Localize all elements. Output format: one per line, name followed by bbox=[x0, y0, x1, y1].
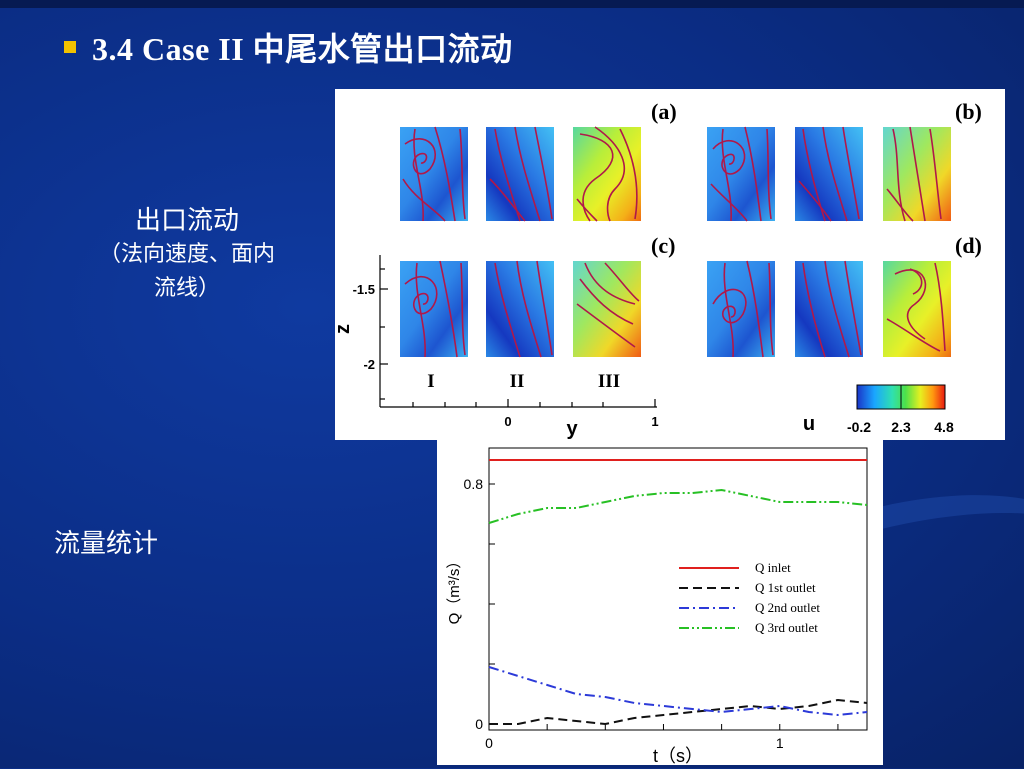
panel-label-a: (a) bbox=[651, 99, 677, 124]
colorbar-tick-3: 4.8 bbox=[934, 419, 954, 435]
flow-rate-chart-svg: 0 0.8 0 1 t（s） Q（m³/s） Q inlet Q 1st outlet Q 2… bbox=[446, 447, 868, 766]
z-axis-label: z bbox=[335, 324, 354, 334]
y-tick-label: 0.8 bbox=[464, 476, 484, 492]
flow-statistics-label: 流量统计 bbox=[54, 529, 159, 559]
section-label-3: III bbox=[598, 371, 620, 392]
x-tick-label: 0 bbox=[485, 735, 493, 751]
contour-figure-svg: (a) (b) (c) (d) bbox=[332, 99, 982, 440]
panel-label-c: (c) bbox=[651, 233, 675, 258]
panel-a bbox=[400, 126, 641, 222]
contour-figure: (a) (b) (c) (d) bbox=[332, 89, 1005, 440]
y-tick-label: 0 bbox=[475, 716, 483, 732]
z-axis bbox=[379, 255, 388, 407]
section-label-2: II bbox=[510, 371, 525, 392]
section-label-1: I bbox=[427, 371, 434, 392]
legend-label-3: Q 2nd outlet bbox=[755, 600, 820, 615]
colorbar-tick-2: 2.3 bbox=[891, 419, 911, 435]
z-tick-2: -2 bbox=[363, 357, 375, 372]
outlet-flow-label: 出口流动 （法向速度、面内 流线） bbox=[52, 204, 322, 306]
chart-series bbox=[488, 459, 868, 726]
panel-b bbox=[707, 126, 951, 222]
x-axis-label: t（s） bbox=[653, 746, 703, 765]
series-line-2 bbox=[489, 698, 868, 726]
flow-rate-chart: 0 0.8 0 1 t（s） Q（m³/s） Q inlet Q 1st outlet Q 2… bbox=[437, 440, 883, 766]
legend-label-1: Q inlet bbox=[755, 560, 791, 575]
y-tick-2: 1 bbox=[651, 414, 658, 429]
colorbar-tick-1: -0.2 bbox=[847, 419, 871, 435]
legend-label-2: Q 1st outlet bbox=[755, 580, 816, 595]
panel-d bbox=[707, 260, 951, 358]
panel-c bbox=[400, 260, 641, 358]
bullet-icon bbox=[64, 41, 76, 53]
top-band bbox=[0, 0, 1024, 8]
plot-frame bbox=[488, 447, 868, 731]
z-tick-1: -1.5 bbox=[353, 282, 375, 297]
y-tick-1: 0 bbox=[504, 414, 511, 429]
legend-label-4: Q 3rd outlet bbox=[755, 620, 818, 635]
panel-label-d: (d) bbox=[955, 233, 982, 258]
slide-title-row: 3.4 Case II 中尾水管出口流动 bbox=[64, 24, 513, 70]
colorbar bbox=[856, 384, 946, 410]
series-line-4 bbox=[488, 488, 868, 524]
y-axis-label: y bbox=[566, 418, 578, 440]
outlet-flow-title: 出口流动 bbox=[134, 206, 239, 236]
x-tick-label: 1 bbox=[776, 735, 784, 751]
outlet-flow-subtitle-1: （法向速度、面内 bbox=[98, 242, 275, 267]
chart-legend: Q inlet Q 1st outlet Q 2nd outlet Q 3rd out… bbox=[679, 560, 820, 635]
colorbar-label: u bbox=[803, 413, 815, 435]
chart-axes: 0 0.8 0 1 t（s） Q（m³/s） bbox=[446, 447, 868, 766]
y-axis-label: Q（m³/s） bbox=[446, 554, 463, 625]
series-line-3 bbox=[488, 666, 868, 717]
slide-title: 3.4 Case II 中尾水管出口流动 bbox=[92, 31, 513, 67]
panel-label-b: (b) bbox=[955, 99, 982, 124]
outlet-flow-subtitle-2: 流线） bbox=[153, 276, 220, 301]
y-axis bbox=[380, 399, 657, 408]
